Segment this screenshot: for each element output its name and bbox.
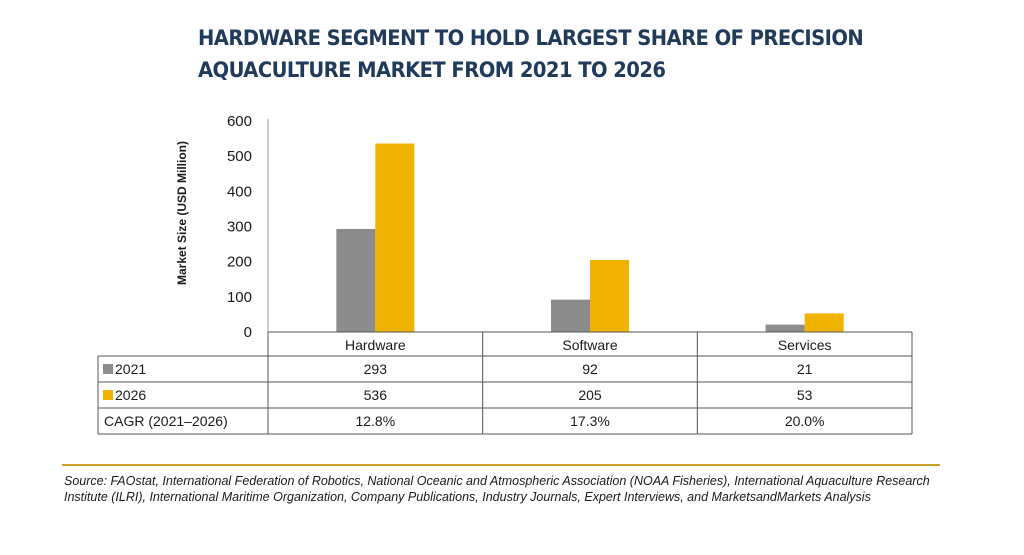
table-cell: 17.3%: [570, 413, 610, 429]
y-tick-label: 500: [227, 148, 252, 165]
bar-2021-hardware: [336, 228, 376, 332]
table-cell: 21: [797, 361, 813, 377]
legend-swatch-2021: [103, 364, 113, 374]
y-tick-label: 300: [227, 219, 252, 236]
bar-2021-services: [765, 324, 805, 332]
table-cell: 53: [797, 387, 813, 403]
table-cell: 20.0%: [785, 413, 825, 429]
y-tick-label: 100: [227, 289, 252, 306]
bar-series: [336, 143, 844, 332]
table-cell: 205: [578, 387, 602, 403]
table-row-label: CAGR (2021–2026): [104, 413, 228, 429]
data-table: Hardware Software Services 2021 293 92 21 2026 5…: [97, 331, 913, 435]
category-label: Software: [562, 337, 617, 353]
chart-title: HARDWARE SEGMENT TO HOLD LARGEST SHARE O…: [198, 26, 864, 82]
y-tick-label: 600: [227, 113, 252, 130]
bar-2026-software: [590, 259, 629, 332]
y-tick-label: 400: [227, 183, 252, 200]
y-tick-label: 0: [244, 324, 252, 341]
y-axis-ticks: 0 100 200 300 400 500 600: [227, 113, 269, 341]
source-note: Source: FAOstat, International Federatio…: [64, 474, 930, 504]
bar-chart: Market Size (USD Million) 0 100 200 300 400 5…: [97, 113, 913, 435]
footer-divider: [62, 464, 940, 466]
table-cell: 12.8%: [355, 413, 395, 429]
category-label: Services: [778, 337, 832, 353]
table-row-label: 2021: [115, 361, 146, 377]
table-cell: 293: [364, 361, 388, 377]
bar-2026-services: [804, 313, 844, 332]
table-cell: 536: [364, 387, 388, 403]
y-axis-label: Market Size (USD Million): [175, 141, 189, 285]
category-label: Hardware: [345, 337, 406, 353]
y-tick-label: 200: [227, 254, 252, 271]
bar-2021-software: [551, 299, 590, 332]
table-row-label: 2026: [115, 387, 146, 403]
table-cell: 92: [582, 361, 598, 377]
legend-swatch-2026: [103, 390, 113, 400]
bar-2026-hardware: [375, 143, 415, 332]
